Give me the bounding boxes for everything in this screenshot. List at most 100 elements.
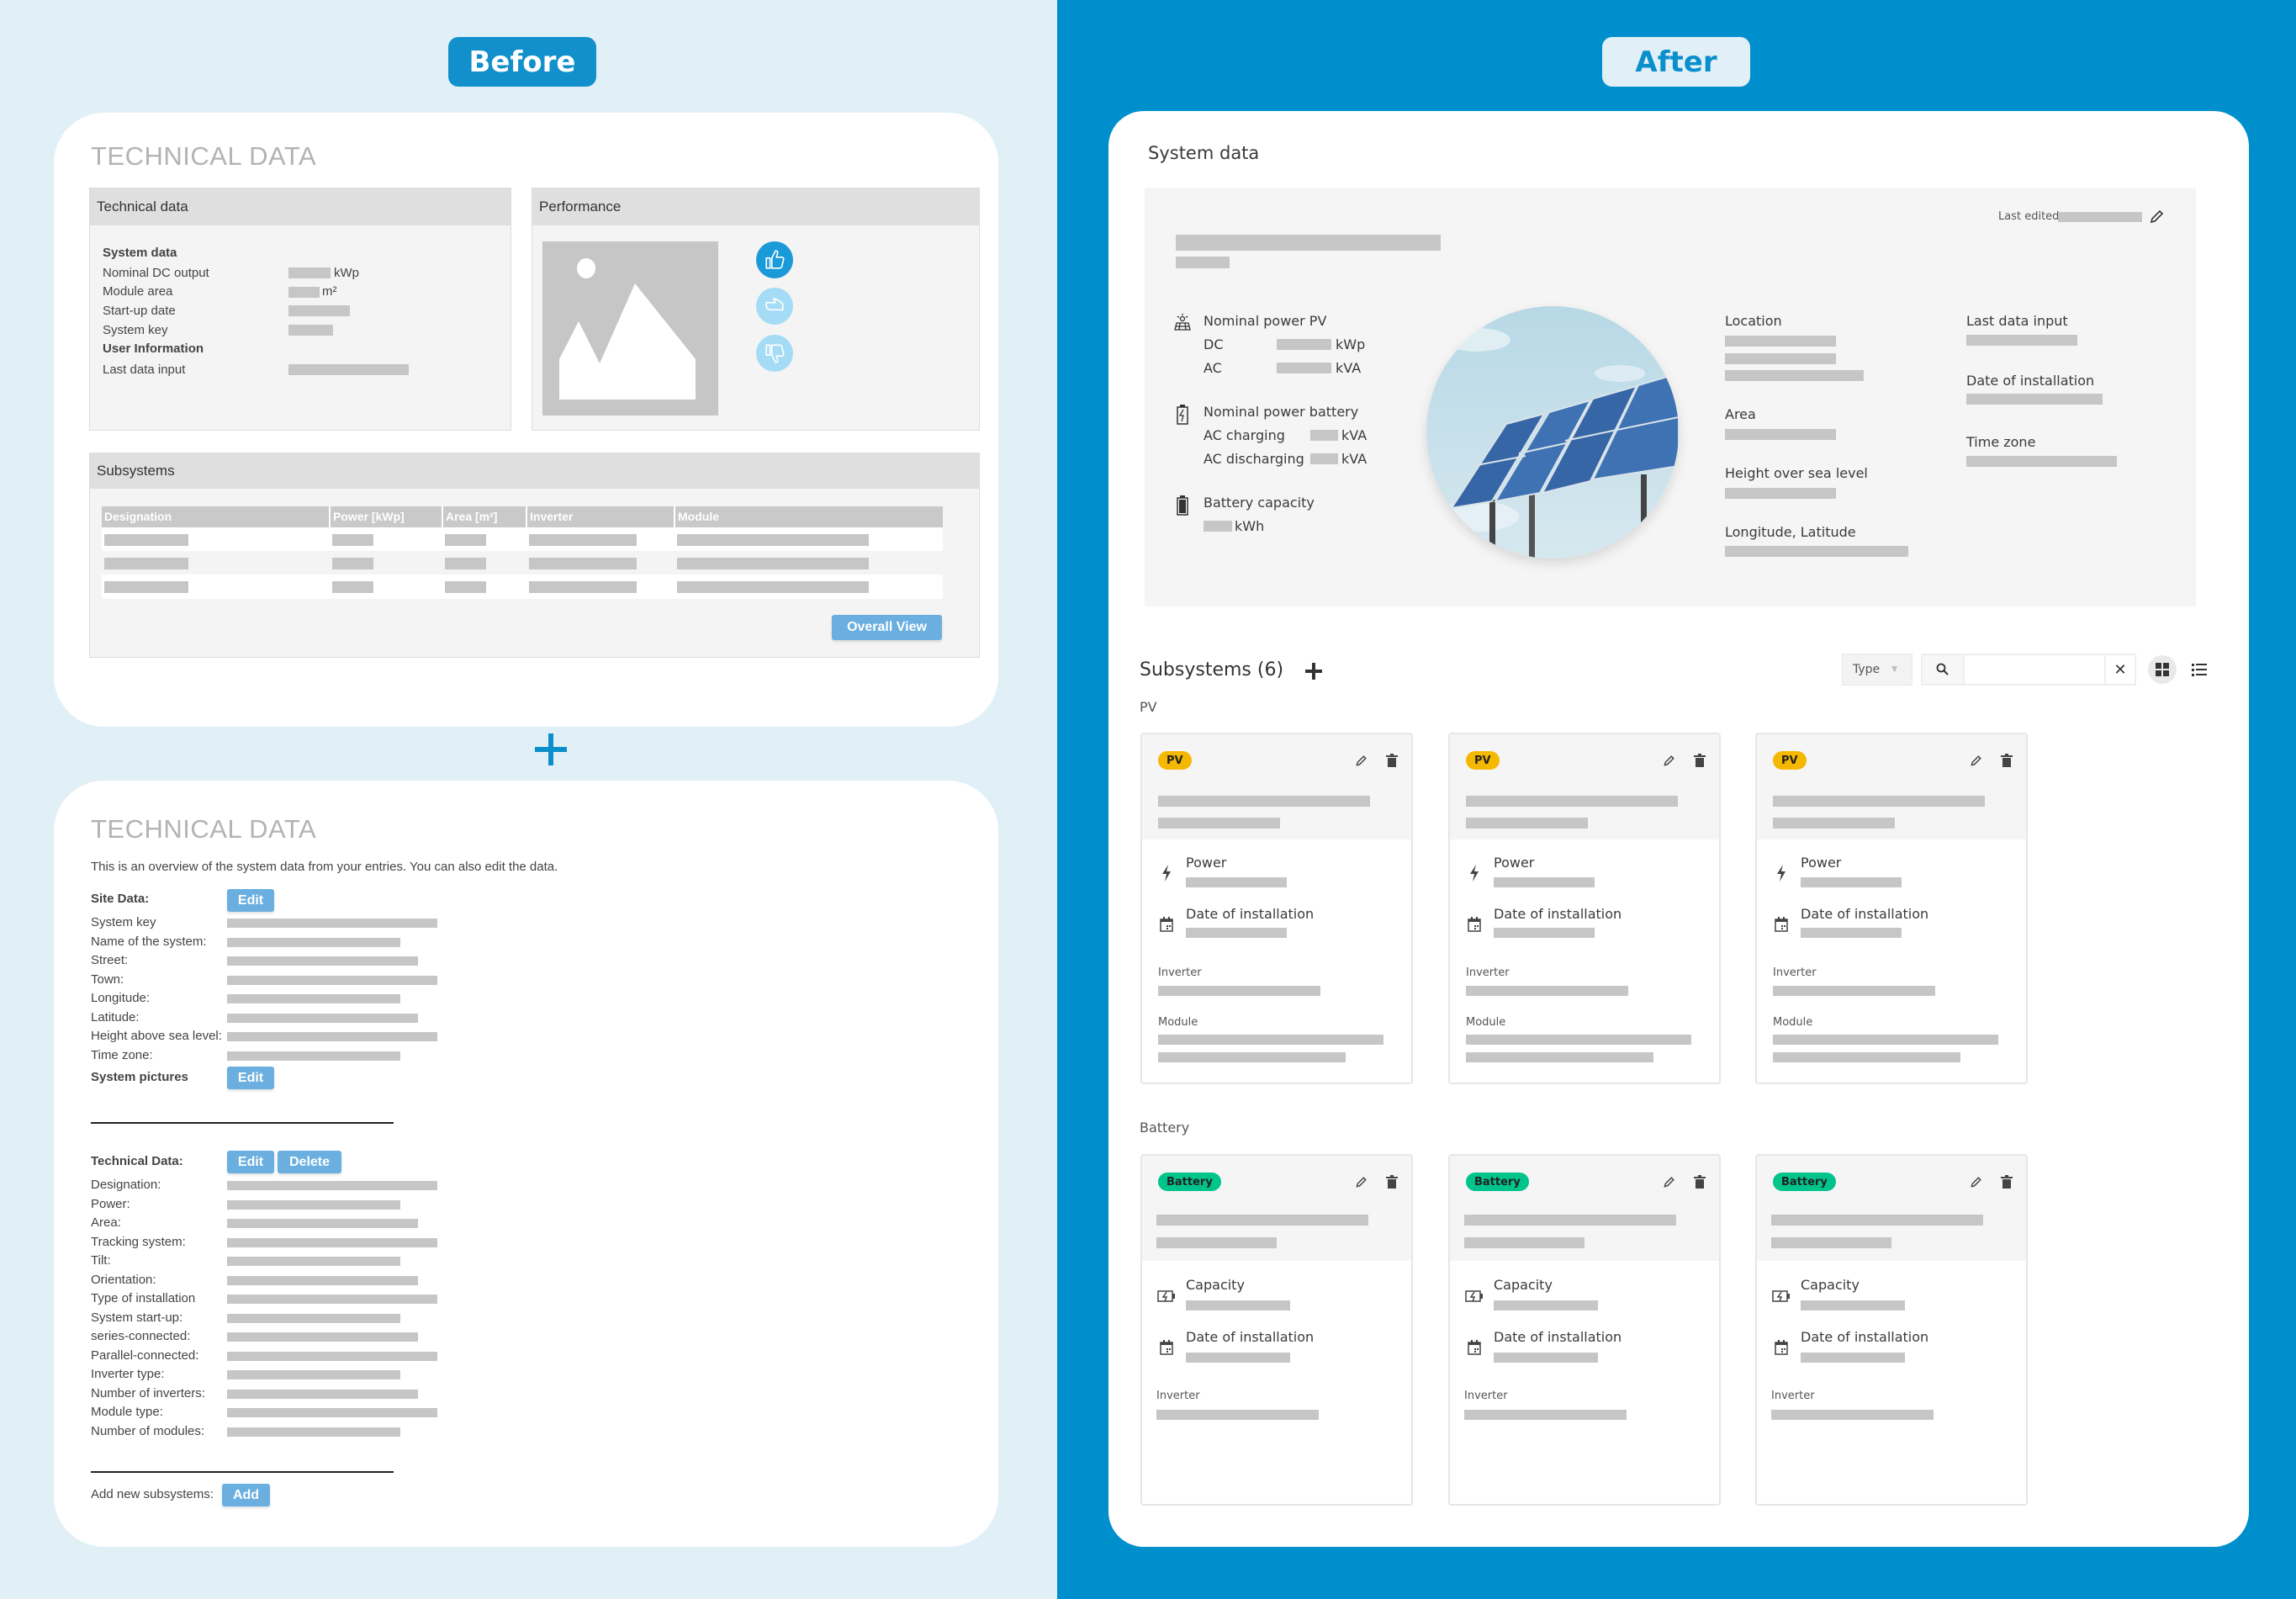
edit-technical-data-button[interactable]: Edit xyxy=(227,1151,274,1173)
inverter-label: Inverter xyxy=(1158,966,1202,979)
inverter-label: Inverter xyxy=(1464,1390,1508,1402)
value-placeholder xyxy=(227,1295,437,1304)
value-placeholder xyxy=(227,1408,437,1417)
add-subsystem-plus-icon[interactable] xyxy=(1304,661,1324,681)
cell-placeholder xyxy=(445,581,486,593)
column-header: Power [kWp] xyxy=(331,506,442,527)
trash-icon[interactable] xyxy=(1997,751,2016,770)
nominal-power-pv-label: Nominal power PV xyxy=(1204,313,1327,329)
field-label: Orientation: xyxy=(91,1272,156,1287)
last-edited-placeholder xyxy=(2058,212,2142,222)
power-placeholder xyxy=(1801,877,1902,887)
edit-system-pictures-button[interactable]: Edit xyxy=(227,1067,274,1089)
pv-subsystem-card[interactable]: PV Power Date of installation Inverter Modul… xyxy=(1140,733,1413,1084)
pv-subsystem-card[interactable]: PV Power Date of installation Inverter Modul… xyxy=(1448,733,1721,1084)
value-placeholder xyxy=(227,1257,400,1266)
subsystems-count: (6) xyxy=(1256,659,1284,680)
solar-panel-icon xyxy=(1173,313,1192,331)
field-label: Power: xyxy=(91,1196,130,1211)
clear-search-icon[interactable]: ✕ xyxy=(2104,655,2135,684)
capacity-placeholder xyxy=(1186,1300,1290,1310)
list-view-icon[interactable] xyxy=(2185,655,2214,684)
designation-placeholder xyxy=(1773,818,1895,829)
value-placeholder xyxy=(227,1427,400,1437)
ac-charging-label: AC charging xyxy=(1204,427,1285,443)
table-row xyxy=(102,574,943,598)
search-input[interactable] xyxy=(1966,655,2104,684)
value-placeholder xyxy=(227,1313,400,1323)
field-label: Town: xyxy=(91,972,124,987)
edit-pencil-icon[interactable] xyxy=(1967,751,1986,770)
battery-charging-icon xyxy=(1770,1286,1792,1306)
search-box: ✕ xyxy=(1921,654,2136,686)
pv-group-label: PV xyxy=(1140,699,1157,715)
cell-placeholder xyxy=(332,534,373,546)
grid-view-icon[interactable] xyxy=(2148,655,2177,684)
edit-pencil-icon[interactable] xyxy=(1660,751,1679,770)
edit-pencil-icon[interactable] xyxy=(2147,206,2167,226)
unit: kWp xyxy=(334,266,359,280)
field-label: Street: xyxy=(91,953,129,967)
panel-header: Technical data xyxy=(90,188,511,225)
edit-pencil-icon[interactable] xyxy=(1660,1173,1679,1191)
cell-placeholder xyxy=(104,534,188,546)
designation-placeholder xyxy=(1771,1237,1891,1248)
thumbs-down-icon[interactable] xyxy=(756,335,793,372)
date-placeholder xyxy=(1494,928,1595,938)
performance-panel: Performance xyxy=(532,188,980,431)
value-placeholder xyxy=(288,305,350,316)
trash-icon[interactable] xyxy=(1997,1173,2016,1191)
battery-badge: Battery xyxy=(1158,1173,1221,1191)
battery-subsystem-card[interactable]: Battery Capacity Date of installation Inver… xyxy=(1448,1154,1721,1506)
table-row xyxy=(102,527,943,551)
date-of-installation-label: Date of installation xyxy=(1186,906,1315,922)
name-placeholder xyxy=(1156,1215,1368,1226)
delete-technical-data-button[interactable]: Delete xyxy=(278,1151,341,1173)
field-label: System start-up: xyxy=(91,1310,183,1325)
value-placeholder xyxy=(227,1013,418,1023)
capacity-label: Capacity xyxy=(1186,1277,1245,1293)
pv-subsystem-card[interactable]: PV Power Date of installation Inverter Modul… xyxy=(1755,733,2028,1084)
time-zone-placeholder xyxy=(1966,456,2117,467)
edit-site-data-button[interactable]: Edit xyxy=(227,889,274,912)
thumbs-up-icon[interactable] xyxy=(756,241,793,278)
field-label: Parallel-connected: xyxy=(91,1348,199,1363)
value-placeholder xyxy=(227,1051,400,1061)
thumbs-sideways-icon[interactable] xyxy=(756,288,793,325)
ac-discharging-placeholder xyxy=(1310,453,1338,464)
value-placeholder xyxy=(227,975,437,985)
trash-icon[interactable] xyxy=(1383,1173,1401,1191)
edit-pencil-icon[interactable] xyxy=(1352,1173,1371,1191)
trash-icon[interactable] xyxy=(1690,751,1709,770)
lightning-icon xyxy=(1157,863,1176,883)
battery-charging-icon xyxy=(1175,404,1190,426)
add-subsystem-button[interactable]: Add xyxy=(222,1484,270,1506)
panel-header: Performance xyxy=(532,188,979,225)
unit: m² xyxy=(322,284,337,299)
value-placeholder xyxy=(227,1199,400,1210)
edit-pencil-icon[interactable] xyxy=(1967,1173,1986,1191)
column-header: Designation xyxy=(102,506,329,527)
trash-icon[interactable] xyxy=(1383,751,1401,770)
ac-value-placeholder xyxy=(1277,363,1331,373)
date-placeholder xyxy=(1801,928,1902,938)
trash-icon[interactable] xyxy=(1690,1173,1709,1191)
edit-pencil-icon[interactable] xyxy=(1352,751,1371,770)
battery-icon xyxy=(1175,495,1190,516)
field-label: Last data input xyxy=(103,363,186,377)
battery-subsystem-card[interactable]: Battery Capacity Date of installation Inver… xyxy=(1140,1154,1413,1506)
cell-placeholder xyxy=(445,534,486,546)
type-filter-dropdown[interactable]: Type ▼ xyxy=(1842,654,1912,686)
system-key-placeholder xyxy=(1176,257,1230,268)
overall-view-button[interactable]: Overall View xyxy=(832,615,942,640)
before-technical-data-card: TECHNICAL DATA Technical data System dat… xyxy=(54,113,998,727)
value-placeholder xyxy=(288,364,409,375)
location-label: Location xyxy=(1725,313,1782,329)
cell-placeholder xyxy=(332,558,373,569)
battery-subsystem-card[interactable]: Battery Capacity Date of installation Inver… xyxy=(1755,1154,2028,1506)
value-placeholder xyxy=(227,956,418,966)
column-header: Area [m²] xyxy=(443,506,526,527)
subsystems-table: Designation Power [kWp] Area [m²] Invert… xyxy=(102,506,943,599)
height-placeholder xyxy=(1725,488,1836,499)
ac-charging-unit: kVA xyxy=(1341,427,1368,443)
